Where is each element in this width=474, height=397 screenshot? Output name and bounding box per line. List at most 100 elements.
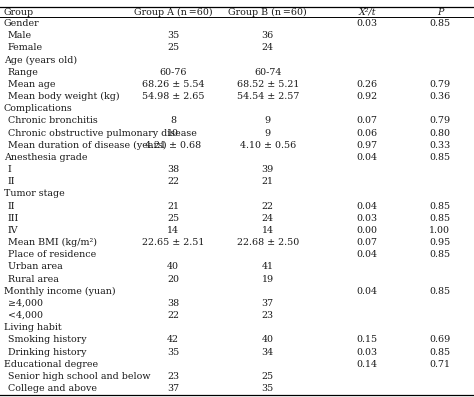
Text: 0.04: 0.04 — [357, 287, 378, 296]
Text: 38: 38 — [167, 299, 179, 308]
Text: 0.85: 0.85 — [429, 202, 450, 210]
Text: 0.85: 0.85 — [429, 250, 450, 259]
Text: Drinking history: Drinking history — [8, 347, 86, 357]
Text: 19: 19 — [262, 275, 274, 283]
Text: Group A (n =60): Group A (n =60) — [134, 8, 212, 17]
Text: 0.80: 0.80 — [429, 129, 450, 137]
Text: 0.26: 0.26 — [357, 80, 378, 89]
Text: 60-76: 60-76 — [159, 68, 187, 77]
Text: Rural area: Rural area — [8, 275, 58, 283]
Text: 1.00: 1.00 — [429, 226, 450, 235]
Text: Anesthesia grade: Anesthesia grade — [4, 153, 87, 162]
Text: 35: 35 — [167, 347, 179, 357]
Text: 22: 22 — [167, 311, 179, 320]
Text: 34: 34 — [262, 347, 274, 357]
Text: Chronic obstructive pulmonary disease: Chronic obstructive pulmonary disease — [8, 129, 196, 137]
Text: 0.97: 0.97 — [357, 141, 378, 150]
Text: 14: 14 — [167, 226, 179, 235]
Text: Living habit: Living habit — [4, 323, 62, 332]
Text: 0.15: 0.15 — [357, 335, 378, 344]
Text: 0.85: 0.85 — [429, 347, 450, 357]
Text: Mean duration of disease (years): Mean duration of disease (years) — [8, 141, 166, 150]
Text: 24: 24 — [262, 214, 274, 223]
Text: 0.04: 0.04 — [357, 250, 378, 259]
Text: 0.03: 0.03 — [357, 214, 378, 223]
Text: 25: 25 — [167, 214, 179, 223]
Text: 40: 40 — [167, 262, 179, 272]
Text: 0.07: 0.07 — [357, 116, 378, 125]
Text: 14: 14 — [262, 226, 274, 235]
Text: 0.03: 0.03 — [357, 19, 378, 28]
Text: II: II — [8, 177, 15, 186]
Text: 54.98 ± 2.65: 54.98 ± 2.65 — [142, 92, 204, 101]
Text: 25: 25 — [167, 43, 179, 52]
Text: Mean BMI (kg/m²): Mean BMI (kg/m²) — [8, 238, 97, 247]
Text: 0.95: 0.95 — [429, 238, 450, 247]
Text: 37: 37 — [262, 299, 274, 308]
Text: II: II — [8, 202, 15, 210]
Text: 0.69: 0.69 — [429, 335, 450, 344]
Text: I: I — [8, 165, 11, 174]
Text: 0.85: 0.85 — [429, 153, 450, 162]
Text: IV: IV — [8, 226, 18, 235]
Text: 41: 41 — [262, 262, 274, 272]
Text: 0.03: 0.03 — [357, 347, 378, 357]
Text: 22: 22 — [167, 177, 179, 186]
Text: 54.54 ± 2.57: 54.54 ± 2.57 — [237, 92, 299, 101]
Text: Group: Group — [4, 8, 34, 17]
Text: 0.06: 0.06 — [357, 129, 378, 137]
Text: 0.85: 0.85 — [429, 214, 450, 223]
Text: 0.79: 0.79 — [429, 80, 450, 89]
Text: 8: 8 — [170, 116, 176, 125]
Text: 0.36: 0.36 — [429, 92, 450, 101]
Text: X²/t: X²/t — [358, 8, 376, 17]
Text: 0.85: 0.85 — [429, 287, 450, 296]
Text: III: III — [8, 214, 19, 223]
Text: Group B (n =60): Group B (n =60) — [228, 8, 307, 17]
Text: Female: Female — [8, 43, 43, 52]
Text: Place of residence: Place of residence — [8, 250, 96, 259]
Text: 9: 9 — [265, 129, 271, 137]
Text: Male: Male — [8, 31, 32, 40]
Text: 0.04: 0.04 — [357, 202, 378, 210]
Text: 25: 25 — [262, 372, 274, 381]
Text: Range: Range — [8, 68, 38, 77]
Text: 22: 22 — [262, 202, 274, 210]
Text: 10: 10 — [167, 129, 179, 137]
Text: Chronic bronchitis: Chronic bronchitis — [8, 116, 97, 125]
Text: P: P — [437, 8, 443, 17]
Text: 9: 9 — [265, 116, 271, 125]
Text: 40: 40 — [262, 335, 274, 344]
Text: Complications: Complications — [4, 104, 73, 113]
Text: 68.52 ± 5.21: 68.52 ± 5.21 — [237, 80, 299, 89]
Text: 35: 35 — [262, 384, 274, 393]
Text: 0.04: 0.04 — [357, 153, 378, 162]
Text: 0.33: 0.33 — [429, 141, 450, 150]
Text: 0.07: 0.07 — [357, 238, 378, 247]
Text: 39: 39 — [262, 165, 274, 174]
Text: 38: 38 — [167, 165, 179, 174]
Text: 0.71: 0.71 — [429, 360, 450, 369]
Text: Monthly income (yuan): Monthly income (yuan) — [4, 287, 115, 296]
Text: Urban area: Urban area — [8, 262, 63, 272]
Text: Mean body weight (kg): Mean body weight (kg) — [8, 92, 119, 101]
Text: 42: 42 — [167, 335, 179, 344]
Text: Age (years old): Age (years old) — [4, 56, 77, 65]
Text: 35: 35 — [167, 31, 179, 40]
Text: 0.00: 0.00 — [357, 226, 378, 235]
Text: 0.92: 0.92 — [357, 92, 378, 101]
Text: 4.21 ± 0.68: 4.21 ± 0.68 — [145, 141, 201, 150]
Text: 0.14: 0.14 — [357, 360, 378, 369]
Text: 37: 37 — [167, 384, 179, 393]
Text: 24: 24 — [262, 43, 274, 52]
Text: 68.26 ± 5.54: 68.26 ± 5.54 — [142, 80, 204, 89]
Text: 23: 23 — [262, 311, 274, 320]
Text: Gender: Gender — [4, 19, 39, 28]
Text: 4.10 ± 0.56: 4.10 ± 0.56 — [240, 141, 296, 150]
Text: Educational degree: Educational degree — [4, 360, 98, 369]
Text: <4,000: <4,000 — [8, 311, 43, 320]
Text: 36: 36 — [262, 31, 274, 40]
Text: 22.68 ± 2.50: 22.68 ± 2.50 — [237, 238, 299, 247]
Text: 20: 20 — [167, 275, 179, 283]
Text: College and above: College and above — [8, 384, 97, 393]
